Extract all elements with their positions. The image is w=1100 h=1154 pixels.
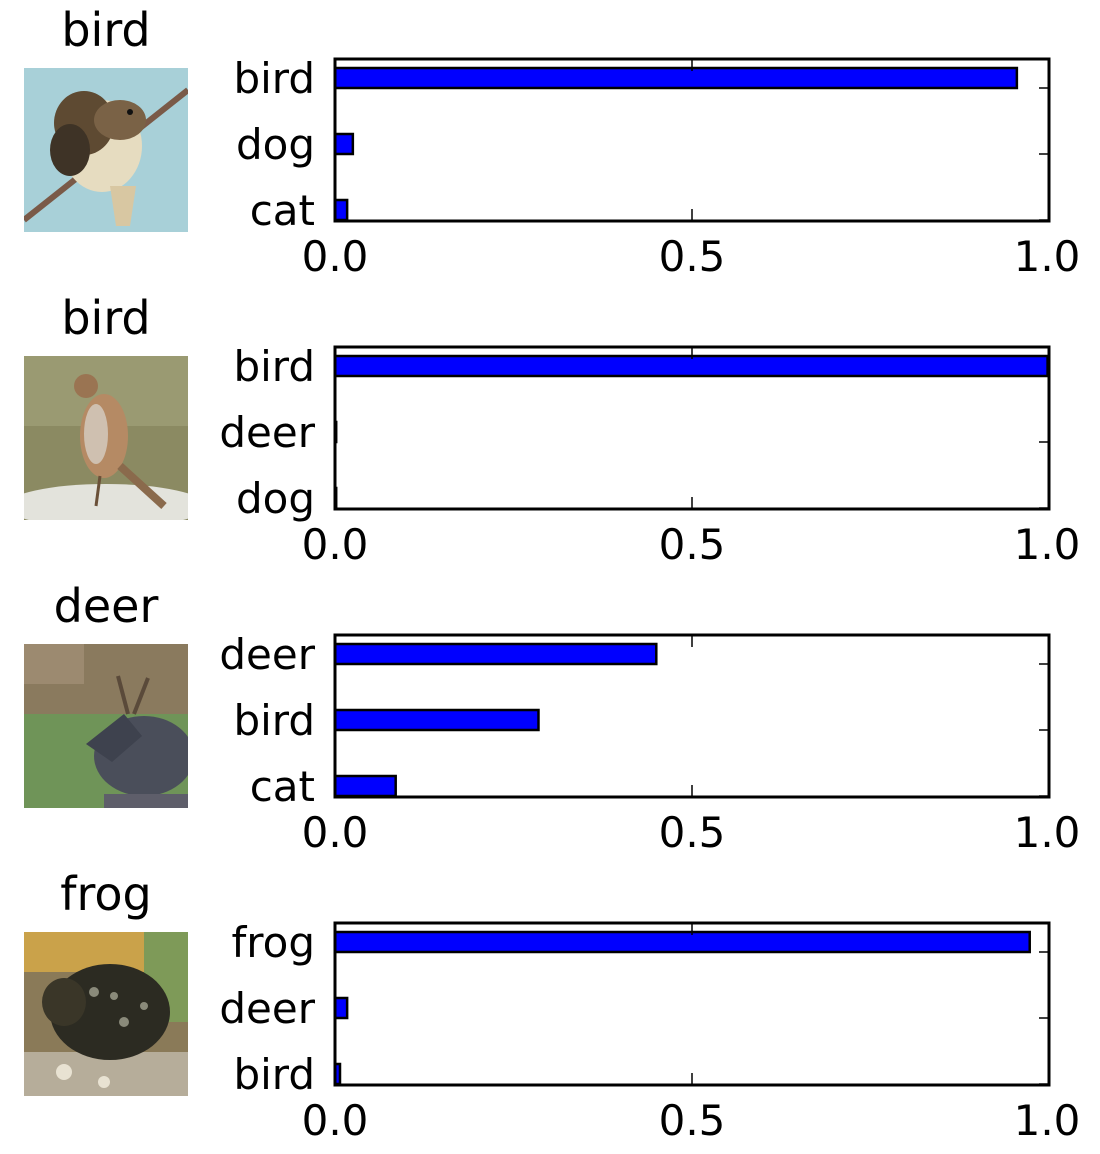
category-label: bird — [233, 1050, 315, 1099]
bar-bird — [333, 66, 1019, 90]
x-tick-label: 1.0 — [1014, 232, 1081, 281]
category-label: frog — [232, 918, 316, 967]
x-tick-label: 0.5 — [659, 232, 726, 281]
category-label: bird — [233, 696, 315, 745]
panel-3: deer deer bird cat 0.0 0.5 1.0 — [0, 576, 1100, 864]
image-title: bird — [61, 3, 151, 57]
panel-2: bird bird deer dog 0.0 0.5 1.0 — [0, 288, 1100, 576]
deer-thumbnail-image — [24, 644, 188, 808]
x-tick-label: 1.0 — [1014, 808, 1081, 857]
category-label: deer — [219, 630, 315, 679]
frog-thumbnail-image — [24, 932, 188, 1096]
bird-thumbnail-image — [24, 68, 188, 232]
bar-dog — [333, 132, 355, 156]
bar-deer — [333, 642, 658, 666]
bird-thumbnail-image — [24, 356, 188, 520]
category-label: dog — [236, 120, 315, 169]
category-label: deer — [219, 408, 315, 457]
x-tick-label: 0.0 — [302, 1096, 369, 1145]
x-tick-label: 0.5 — [659, 520, 726, 569]
bar-cat — [333, 198, 349, 222]
category-label: deer — [219, 984, 315, 1033]
x-tick-label: 1.0 — [1014, 520, 1081, 569]
panel-4: frog frog deer bird 0.0 0.5 1.0 — [0, 864, 1100, 1152]
category-label: bird — [233, 54, 315, 103]
panel-1: bird bird dog cat 0.0 0.5 1.0 — [0, 0, 1100, 288]
x-tick-label: 0.0 — [302, 520, 369, 569]
category-label: cat — [250, 762, 315, 811]
category-label: bird — [233, 342, 315, 391]
image-title: bird — [61, 291, 151, 345]
category-label: cat — [250, 186, 315, 235]
x-tick-label: 0.5 — [659, 808, 726, 857]
bar-frog — [333, 930, 1031, 954]
x-tick-label: 0.0 — [302, 808, 369, 857]
bar-cat — [333, 774, 397, 798]
x-tick-label: 0.0 — [302, 232, 369, 281]
image-title: deer — [53, 579, 159, 633]
image-title: frog — [60, 867, 152, 921]
x-tick-label: 0.5 — [659, 1096, 726, 1145]
bar-bird — [333, 708, 540, 732]
category-label: dog — [236, 474, 315, 523]
bar-deer — [333, 996, 349, 1020]
x-tick-label: 1.0 — [1014, 1096, 1081, 1145]
